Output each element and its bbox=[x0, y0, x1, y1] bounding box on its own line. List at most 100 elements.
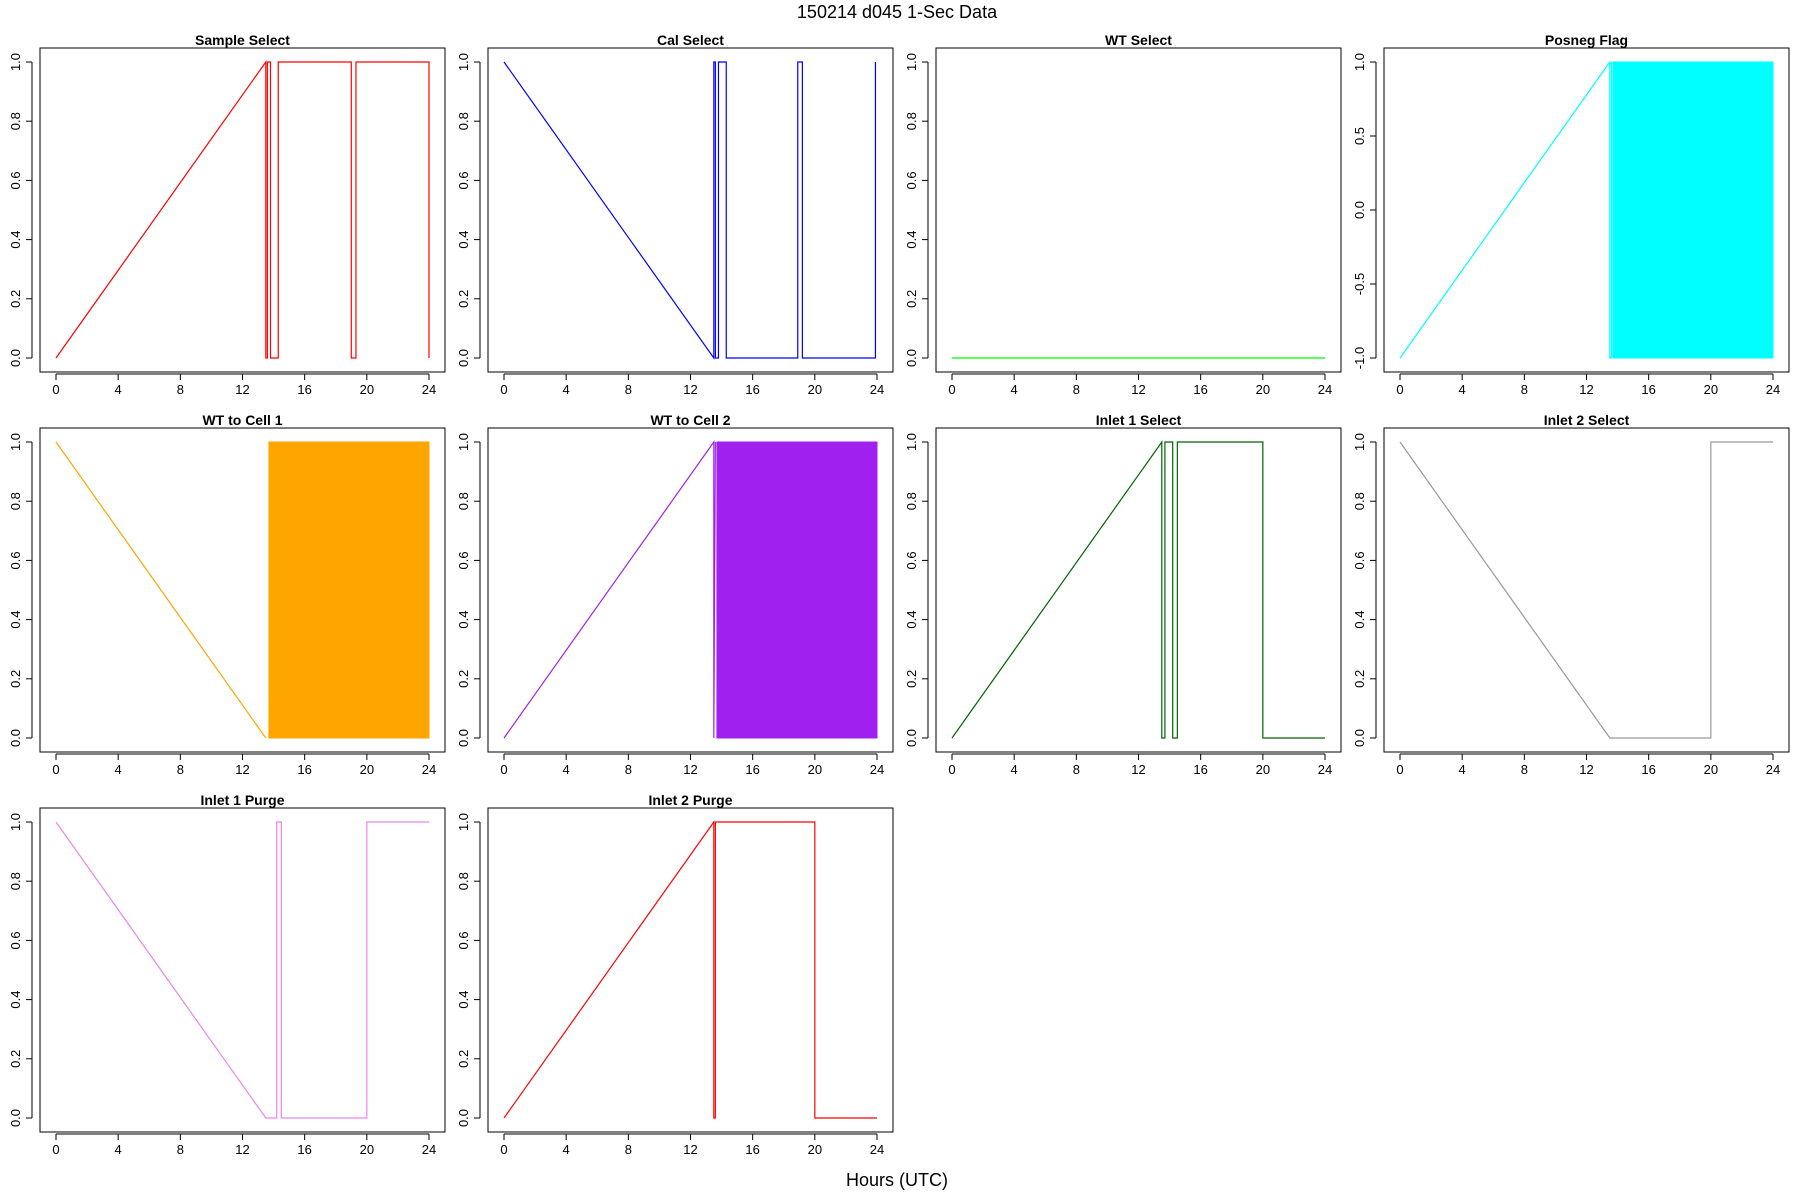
series-line-1 bbox=[951, 440, 1325, 739]
y-tick-label: 0.4 bbox=[904, 611, 919, 629]
y-tick-label: 0.8 bbox=[456, 112, 471, 130]
panel-frame bbox=[935, 47, 1342, 373]
panel-7: Inlet 1 Select 0 4 8 12 16 20 24 0.0 0.2 0.4 0.6 0.8… bbox=[904, 412, 1342, 777]
y-tick-label: 0.6 bbox=[456, 171, 471, 189]
y-tick-label: 0.0 bbox=[904, 729, 919, 747]
panel-frame bbox=[935, 427, 1342, 753]
x-tick-label: 20 bbox=[1256, 762, 1270, 777]
panel-5: WT to Cell 1 0 4 8 12 16 20 24 0.0 0.2 0.4 0.6 0.8 1.… bbox=[8, 412, 446, 777]
x-tick-label: 4 bbox=[1011, 762, 1018, 777]
y-tick-label: 0.5 bbox=[1352, 127, 1367, 145]
x-tick-label: 20 bbox=[360, 382, 374, 397]
series-line-1 bbox=[55, 441, 267, 739]
series-line-1 bbox=[503, 820, 877, 1119]
x-tick-label: 24 bbox=[422, 1142, 436, 1157]
y-tick-label: 0.0 bbox=[8, 349, 23, 367]
panel-frame bbox=[487, 427, 894, 753]
x-tick-label: 16 bbox=[1641, 762, 1655, 777]
x-tick-label: 8 bbox=[177, 1142, 184, 1157]
x-tick-label: 24 bbox=[1766, 382, 1780, 397]
x-tick-label: 12 bbox=[235, 382, 249, 397]
y-tick-label: 0.8 bbox=[8, 872, 23, 890]
y-tick-label: 0.0 bbox=[456, 729, 471, 747]
x-tick-label: 0 bbox=[52, 1142, 59, 1157]
x-tick-label: 16 bbox=[1193, 382, 1207, 397]
series-band-2 bbox=[268, 441, 430, 739]
panel-title: Posneg Flag bbox=[1545, 32, 1628, 48]
y-tick-label: 0.6 bbox=[8, 171, 23, 189]
x-tick-label: 20 bbox=[1704, 382, 1718, 397]
panel-title: Cal Select bbox=[657, 32, 724, 48]
y-tick-label: 0.6 bbox=[904, 551, 919, 569]
panel-4: Posneg Flag 0 4 8 12 16 20 24 -1.0 -0.5 0.0 0.5 1.0 bbox=[1352, 32, 1790, 397]
panel-title: WT Select bbox=[1105, 32, 1172, 48]
x-tick-label: 8 bbox=[1073, 762, 1080, 777]
x-tick-label: 24 bbox=[422, 382, 436, 397]
panel-frame bbox=[487, 807, 894, 1133]
y-tick-label: 0.8 bbox=[8, 112, 23, 130]
x-tick-label: 8 bbox=[1521, 382, 1528, 397]
x-tick-label: 4 bbox=[1459, 382, 1466, 397]
panel-10: Inlet 2 Purge 0 4 8 12 16 20 24 0.0 0.2 0.4 0.6 0.8 1… bbox=[456, 792, 894, 1157]
x-tick-label: 12 bbox=[235, 762, 249, 777]
y-tick-label: 0.0 bbox=[904, 349, 919, 367]
x-tick-label: 24 bbox=[870, 1142, 884, 1157]
series-line-1 bbox=[55, 60, 430, 359]
x-tick-label: 16 bbox=[297, 382, 311, 397]
panel-title: WT to Cell 2 bbox=[650, 412, 730, 428]
y-tick-label: 0.4 bbox=[8, 991, 23, 1009]
x-tick-label: 0 bbox=[52, 762, 59, 777]
panel-title: Inlet 1 Purge bbox=[200, 792, 284, 808]
series-line-1 bbox=[1399, 60, 1612, 359]
y-tick-label: 0.2 bbox=[1352, 670, 1367, 688]
x-tick-label: 24 bbox=[870, 762, 884, 777]
y-tick-label: -1.0 bbox=[1352, 347, 1367, 369]
x-tick-label: 12 bbox=[1579, 382, 1593, 397]
x-tick-label: 16 bbox=[745, 382, 759, 397]
x-tick-label: 20 bbox=[808, 382, 822, 397]
y-tick-label: 0.8 bbox=[904, 492, 919, 510]
panel-frame bbox=[487, 47, 894, 373]
x-tick-label: 16 bbox=[297, 762, 311, 777]
y-tick-label: 0.0 bbox=[456, 1109, 471, 1127]
x-tick-label: 0 bbox=[500, 1142, 507, 1157]
x-tick-label: 12 bbox=[683, 382, 697, 397]
series-line-1 bbox=[1399, 441, 1773, 739]
y-tick-label: 0.6 bbox=[456, 931, 471, 949]
panels-group: Sample Select 0 4 8 12 16 20 24 0.0 0.2 0.4 0.6 0.8 1… bbox=[8, 32, 1790, 1157]
x-tick-label: 20 bbox=[808, 762, 822, 777]
x-tick-label: 12 bbox=[1131, 762, 1145, 777]
y-tick-label: 1.0 bbox=[1352, 53, 1367, 71]
x-tick-label: 8 bbox=[1521, 762, 1528, 777]
panel-2: Cal Select 0 4 8 12 16 20 24 0.0 0.2 0.4 0.6 0.8 1.0 bbox=[456, 32, 894, 397]
panel-frame bbox=[39, 427, 446, 753]
y-tick-label: 0.4 bbox=[456, 231, 471, 249]
y-tick-label: 1.0 bbox=[904, 433, 919, 451]
x-tick-label: 12 bbox=[1131, 382, 1145, 397]
y-tick-label: 0.0 bbox=[8, 729, 23, 747]
x-tick-label: 8 bbox=[177, 762, 184, 777]
x-tick-label: 8 bbox=[625, 762, 632, 777]
panel-1: Sample Select 0 4 8 12 16 20 24 0.0 0.2 0.4 0.6 0.8 1… bbox=[8, 32, 446, 397]
y-tick-label: 0.6 bbox=[1352, 551, 1367, 569]
x-tick-label: 8 bbox=[625, 382, 632, 397]
x-tick-label: 8 bbox=[625, 1142, 632, 1157]
x-tick-label: 20 bbox=[808, 1142, 822, 1157]
panel-8: Inlet 2 Select 0 4 8 12 16 20 24 0.0 0.2 0.4 0.6 0.8… bbox=[1352, 412, 1790, 777]
x-tick-label: 4 bbox=[1011, 382, 1018, 397]
y-tick-label: -0.5 bbox=[1352, 273, 1367, 295]
figure-title: 150214 d045 1-Sec Data bbox=[797, 2, 998, 22]
x-tick-label: 24 bbox=[422, 762, 436, 777]
x-tick-label: 4 bbox=[563, 382, 570, 397]
y-tick-label: 0.2 bbox=[456, 670, 471, 688]
x-tick-label: 4 bbox=[115, 762, 122, 777]
panel-frame bbox=[39, 807, 446, 1133]
y-tick-label: 0.4 bbox=[8, 231, 23, 249]
x-tick-label: 12 bbox=[1579, 762, 1593, 777]
x-tick-label: 16 bbox=[1641, 382, 1655, 397]
x-tick-label: 16 bbox=[745, 1142, 759, 1157]
panel-title: Inlet 2 Purge bbox=[648, 792, 732, 808]
x-tick-label: 24 bbox=[870, 382, 884, 397]
x-tick-label: 8 bbox=[177, 382, 184, 397]
